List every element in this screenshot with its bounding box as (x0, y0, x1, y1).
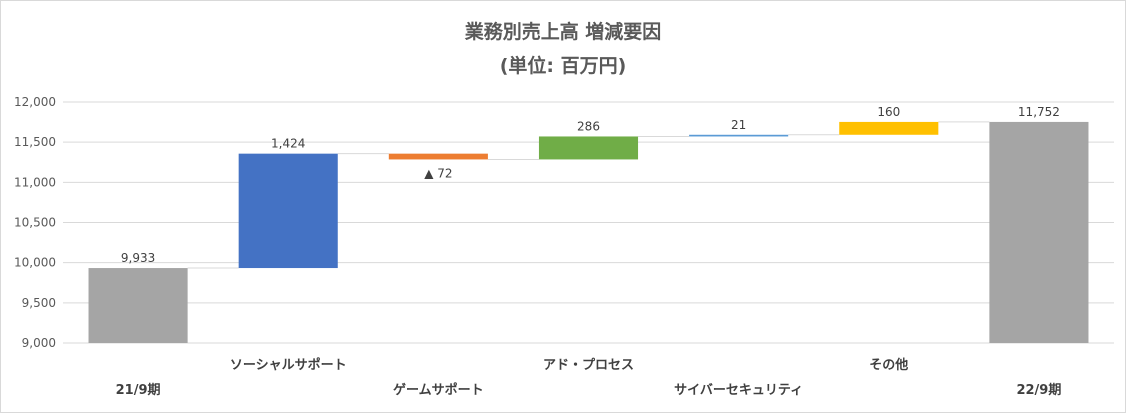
y-tick-label: 9,000 (22, 336, 56, 350)
data-label: 286 (577, 119, 600, 133)
bar (238, 153, 338, 269)
chart-subtitle: (単位: 百万円) (499, 55, 627, 77)
y-tick-label: 12,000 (14, 95, 56, 109)
bar (689, 134, 789, 137)
x-category-label: 21/9期 (116, 383, 161, 398)
data-label: 9,933 (121, 251, 155, 265)
chart-title: 業務別売上高 増減要因 (単位: 百万円) (1, 15, 1125, 83)
x-category-label: その他 (869, 357, 908, 373)
data-label: 160 (877, 105, 900, 119)
x-category-label: アド・プロセス (543, 358, 634, 373)
y-tick-label: 10,000 (14, 256, 56, 270)
y-tick-label: 11,000 (14, 175, 56, 189)
y-tick-label: 10,500 (14, 216, 56, 230)
bar (538, 136, 639, 160)
chart-title-main: 業務別売上高 増減要因 (464, 21, 662, 43)
data-label: 1,424 (271, 137, 305, 151)
data-label: 11,752 (1018, 105, 1060, 119)
y-tick-label: 11,500 (14, 135, 56, 149)
bar (388, 153, 488, 160)
x-category-label: サイバーセキュリティ (674, 383, 803, 398)
x-category-label: ソーシャルサポート (230, 357, 347, 373)
data-label: ▲ 72 (424, 166, 452, 180)
bar (839, 121, 939, 135)
bar (88, 268, 188, 343)
data-label: 21 (731, 118, 746, 132)
bar (989, 121, 1089, 343)
y-tick-label: 9,500 (22, 296, 56, 310)
x-category-label: ゲームサポート (393, 382, 484, 398)
x-category-label: 22/9期 (1016, 383, 1061, 398)
